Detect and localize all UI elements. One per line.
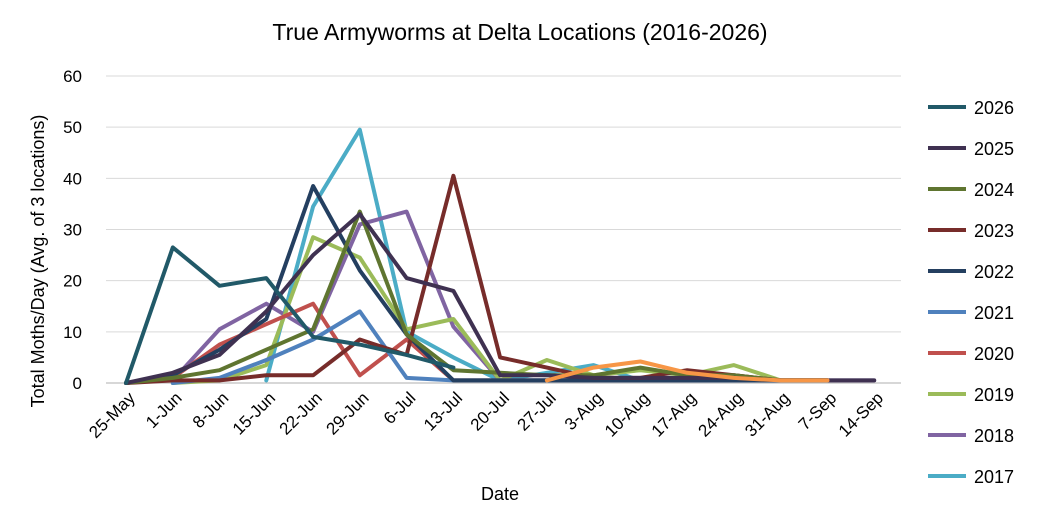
x-tick-label: 17-Aug (648, 388, 700, 440)
y-tick-label: 50 (63, 118, 82, 137)
x-tick-label: 22-Jun (276, 388, 326, 438)
x-tick-label: 25-May (85, 388, 139, 442)
x-tick-label: 20-Jul (467, 388, 513, 434)
legend-label: 2018 (974, 426, 1014, 446)
legend: 2026 2025 2024 2023 2022 2021 2020 2019 2018 2017 (928, 98, 1014, 487)
legend-label: 2021 (974, 303, 1014, 323)
legend-label: 2020 (974, 344, 1014, 364)
x-tick-label: 6-Jul (380, 388, 419, 427)
series-lines (124, 127, 877, 385)
series-line-2023 (124, 173, 830, 385)
legend-label: 2024 (974, 180, 1014, 200)
x-tick-label: 14-Sep (835, 388, 887, 440)
series-line-2026 (124, 245, 456, 385)
series-line (544, 359, 830, 383)
x-tick-label: 15-Jun (229, 388, 279, 438)
y-axis-ticks: 0 10 20 30 40 50 60 (63, 67, 82, 393)
legend-label: 2019 (974, 385, 1014, 405)
x-tick-label: 31-Aug (741, 388, 793, 440)
x-tick-label: 29-Jun (322, 388, 372, 438)
x-tick-label: 3-Aug (561, 388, 607, 434)
y-axis-title: Total Moths/Day (Avg. of 3 locations) (28, 115, 48, 408)
legend-label: 2023 (974, 221, 1014, 241)
y-tick-label: 60 (63, 67, 82, 86)
legend-label: 2022 (974, 262, 1014, 282)
x-tick-label: 8-Jun (189, 388, 233, 432)
x-tick-label: 13-Jul (420, 388, 466, 434)
x-tick-label: 24-Aug (695, 388, 747, 440)
series-line-2024 (124, 209, 830, 385)
chart-title: True Armyworms at Delta Locations (2016-… (272, 19, 767, 45)
x-tick-label: 1-Jun (142, 388, 186, 432)
legend-label: 2025 (974, 139, 1014, 159)
y-tick-label: 20 (63, 272, 82, 291)
x-tick-label: 10-Aug (601, 388, 653, 440)
y-tick-label: 0 (73, 374, 82, 393)
y-tick-label: 40 (63, 169, 82, 188)
y-tick-label: 10 (63, 323, 82, 342)
legend-label: 2026 (974, 98, 1014, 118)
y-tick-label: 30 (63, 221, 82, 240)
x-axis-title: Date (481, 484, 519, 504)
x-tick-label: 7-Sep (795, 388, 841, 434)
x-tick-label: 27-Jul (514, 388, 560, 434)
gridlines (106, 75, 901, 384)
legend-label: 2017 (974, 467, 1014, 487)
